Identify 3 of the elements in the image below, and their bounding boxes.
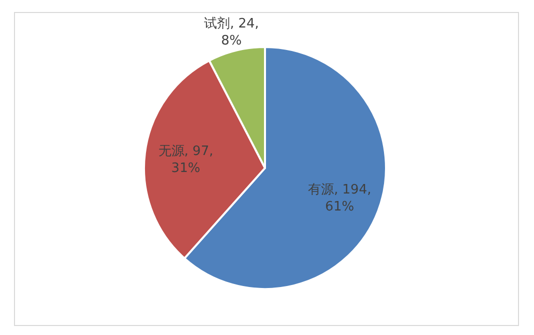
slice-label: 试剂, 24, 8% [204,15,259,48]
slice-label: 有源, 194, 61% [308,182,372,214]
slice-label: 无源, 97, 31% [158,144,214,176]
